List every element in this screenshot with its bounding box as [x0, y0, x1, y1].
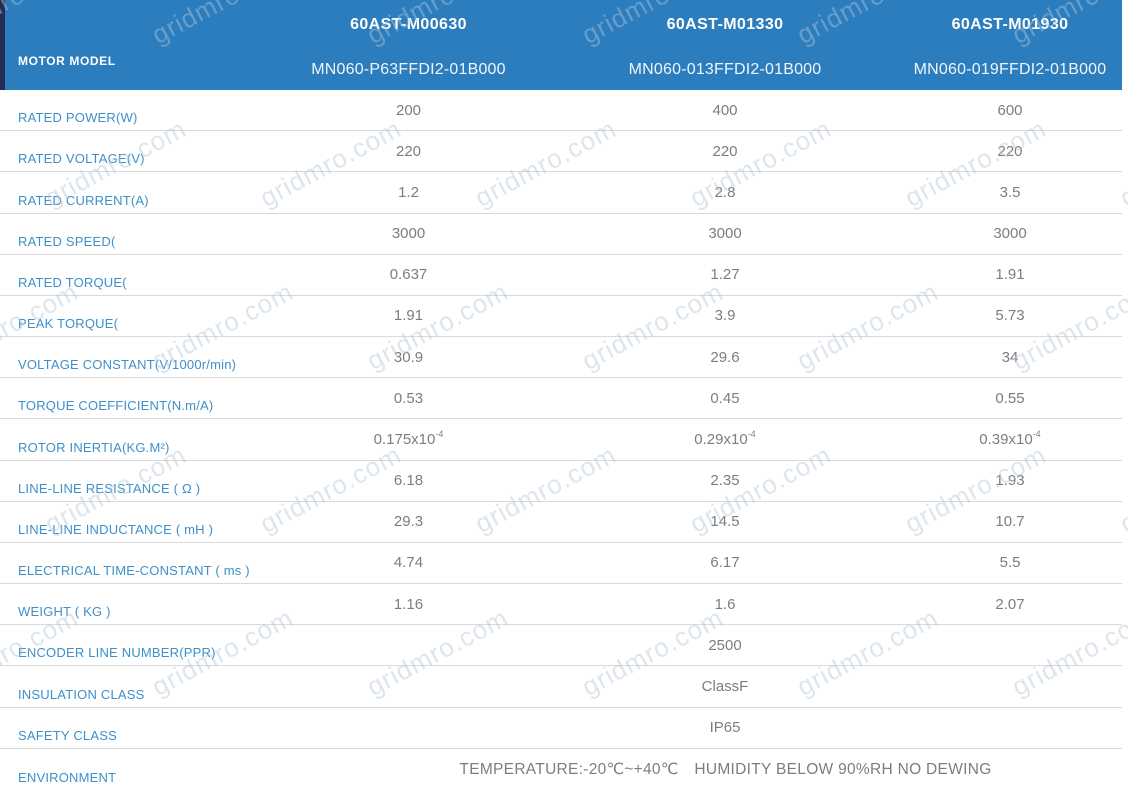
spec-value: 2.07	[995, 595, 1025, 613]
table-row: LINE-LINE INDUCTANCE ( mH ) 29.3 14.5 10.7	[0, 502, 1122, 543]
spec-value: 0.55	[995, 389, 1025, 407]
spec-value: 600	[997, 101, 1023, 119]
spec-value: 2.8	[714, 183, 736, 201]
spec-label: RATED TORQUE(	[18, 274, 127, 290]
spec-value: 2.35	[710, 472, 740, 490]
spec-value: 5.5	[999, 554, 1021, 572]
spec-value-span: TEMPERATURE:-20℃~+40℃ HUMIDITY BELOW 90%…	[459, 760, 992, 778]
table-row: RATED VOLTAGE(V) 220 220 220	[0, 131, 1122, 173]
spec-value: 220	[712, 142, 738, 160]
spec-value-span: 2500	[708, 636, 742, 654]
model-name: 60AST-M01330	[666, 16, 784, 33]
spec-value: 200	[395, 101, 422, 119]
value-base: 0.175x10	[373, 431, 436, 449]
spec-label: VOLTAGE CONSTANT(V/1000r/min)	[18, 357, 237, 373]
spec-value: 14.5	[710, 513, 740, 531]
part-number: MN060-019FFDI2-01B000	[913, 61, 1107, 78]
spec-value: 4.74	[393, 554, 424, 572]
table-row: SAFETY CLASS IP65	[0, 708, 1122, 749]
value-base: 0.39x10	[979, 431, 1033, 449]
spec-value: 34	[1001, 348, 1019, 366]
table-row: WEIGHT ( KG ) 1.16 1.6 2.07	[0, 584, 1122, 626]
value-base: 0.29x10	[694, 431, 748, 449]
spec-value: 29.6	[710, 348, 740, 366]
table-row: RATED POWER(W) 200 400 600	[0, 90, 1122, 132]
spec-label: PEAK TORQUE(	[18, 316, 119, 332]
table-body: RATED POWER(W) 200 400 600 RATED VOLTAGE(V) 2…	[0, 90, 1122, 790]
spec-value: 0.39x10-4	[898, 429, 1122, 449]
header-column-model-1: 60AST-M00630 MN060-P63FFDI2-01B000	[265, 0, 552, 90]
spec-value: 1.27	[710, 266, 740, 284]
header-edge-stripe	[0, 0, 5, 90]
spec-label: TORQUE COEFFICIENT(N.m/A)	[18, 398, 214, 414]
spec-value: 0.637	[389, 266, 428, 284]
spec-value: 0.53	[393, 389, 424, 407]
table-header: MOTOR MODEL 60AST-M00630 MN060-P63FFDI2-…	[0, 0, 1122, 90]
table-row: VOLTAGE CONSTANT(V/1000r/min) 30.9 29.6 34	[0, 337, 1122, 379]
spec-label: ELECTRICAL TIME-CONSTANT ( ms )	[18, 563, 250, 579]
spec-value: 3000	[391, 225, 426, 243]
table-row: LINE-LINE RESISTANCE ( Ω ) 6.18 2.35 1.93	[0, 461, 1122, 502]
spec-value: 10.7	[995, 513, 1025, 531]
table-row: RATED SPEED( 3000 3000 3000	[0, 214, 1122, 255]
spec-value: 1.6	[714, 595, 736, 613]
value-exponent: -4	[1032, 429, 1041, 440]
spec-value: 0.175x10-4	[265, 429, 552, 449]
spec-value: 3.9	[714, 307, 736, 325]
spec-value-span: ClassF	[701, 677, 749, 695]
table-row: ENVIRONMENT TEMPERATURE:-20℃~+40℃ HUMIDIT…	[0, 749, 1122, 790]
spec-label: RATED POWER(W)	[18, 110, 138, 126]
spec-label: ENVIRONMENT	[18, 769, 117, 785]
table-row: INSULATION CLASS ClassF	[0, 666, 1122, 708]
header-column-model-2: 60AST-M01330 MN060-013FFDI2-01B000	[552, 0, 898, 90]
spec-value: 1.91	[995, 266, 1025, 284]
spec-label: INSULATION CLASS	[18, 686, 145, 702]
spec-label: LINE-LINE RESISTANCE ( Ω )	[18, 480, 201, 496]
spec-label: WEIGHT ( KG )	[18, 604, 111, 620]
part-number: MN060-P63FFDI2-01B000	[311, 61, 506, 78]
spec-label: ENCODER LINE NUMBER(PPR)	[18, 645, 216, 661]
spec-value-span: IP65	[709, 719, 741, 737]
table-row: ELECTRICAL TIME-CONSTANT ( ms ) 4.74 6.17 5…	[0, 543, 1122, 585]
spec-label: ROTOR INERTIA(KG.M²)	[18, 439, 170, 455]
spec-label: SAFETY CLASS	[18, 727, 117, 743]
spec-value: 1.93	[995, 472, 1025, 490]
spec-label: RATED CURRENT(A)	[18, 192, 149, 208]
model-name: 60AST-M00630	[350, 16, 467, 33]
spec-value: 3000	[993, 225, 1027, 243]
spec-value: 1.16	[393, 595, 424, 613]
table-row: PEAK TORQUE( 1.91 3.9 5.73	[0, 296, 1122, 338]
table-row: ENCODER LINE NUMBER(PPR) 2500	[0, 625, 1122, 667]
spec-value: 3000	[708, 225, 742, 243]
spec-label: RATED SPEED(	[18, 233, 116, 249]
spec-value: 1.91	[393, 307, 424, 325]
table-row: TORQUE COEFFICIENT(N.m/A) 0.53 0.45 0.55	[0, 378, 1122, 420]
motor-model-header-label: MOTOR MODEL	[18, 54, 116, 68]
spec-value: 220	[997, 142, 1023, 160]
spec-value: 1.2	[398, 183, 419, 201]
header-column-model-3: 60AST-M01930 MN060-019FFDI2-01B000	[898, 0, 1122, 90]
spec-label: LINE-LINE INDUCTANCE ( mH )	[18, 521, 214, 537]
spec-value: 0.45	[710, 389, 740, 407]
spec-value: 6.17	[710, 554, 740, 572]
spec-value: 29.3	[393, 513, 424, 531]
spec-value: 30.9	[393, 348, 424, 366]
table-row: RATED TORQUE( 0.637 1.27 1.91	[0, 255, 1122, 296]
spec-value: 5.73	[995, 307, 1025, 325]
value-exponent: -4	[747, 429, 756, 440]
spec-value: 400	[712, 101, 738, 119]
part-number: MN060-013FFDI2-01B000	[628, 61, 822, 78]
table-row: RATED CURRENT(A) 1.2 2.8 3.5	[0, 172, 1122, 214]
value-exponent: -4	[435, 429, 444, 440]
spec-label: RATED VOLTAGE(V)	[18, 151, 145, 167]
table-row: ROTOR INERTIA(KG.M²) 0.175x10-4 0.29x10-4 0…	[0, 419, 1122, 461]
spec-value: 3.5	[999, 183, 1021, 201]
model-name: 60AST-M01930	[951, 16, 1069, 33]
spec-value: 6.18	[393, 472, 424, 490]
spec-value: 0.29x10-4	[552, 429, 898, 449]
spec-value: 220	[395, 142, 422, 160]
